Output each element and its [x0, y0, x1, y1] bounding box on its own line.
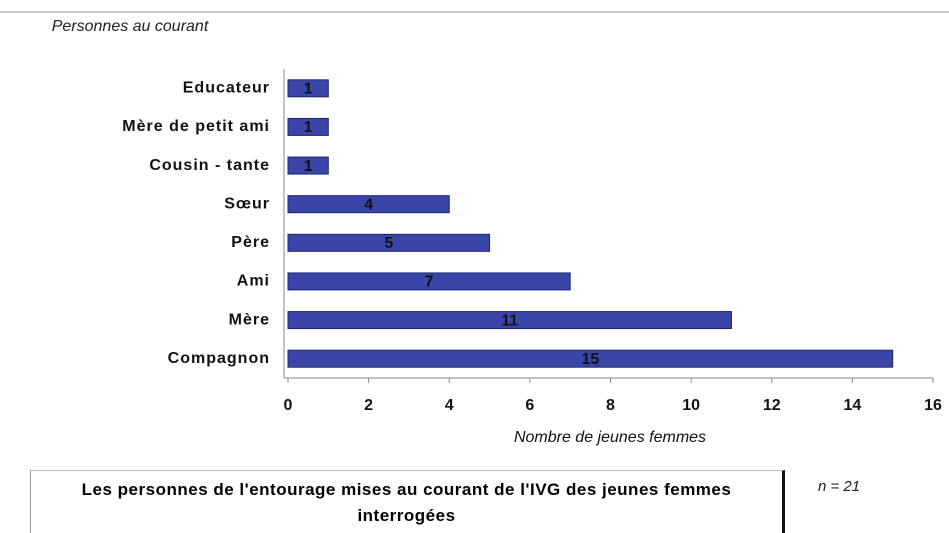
x-tick-label: 6: [525, 397, 534, 414]
bar: [287, 311, 732, 330]
value-label: 1: [304, 81, 313, 98]
value-label: 4: [364, 196, 373, 213]
value-label: 1: [304, 119, 313, 136]
y-tick-label: Compagnon: [168, 350, 270, 367]
x-tick-label: 10: [682, 397, 700, 414]
x-tick-label: 2: [364, 397, 373, 414]
bar: [287, 272, 571, 291]
caption: Les personnes de l'entourage mises au co…: [30, 470, 785, 533]
value-label: 7: [425, 274, 434, 291]
x-axis-title: Nombre de jeunes femmes: [514, 429, 706, 446]
y-tick-label: Sœur: [224, 195, 270, 212]
y-tick-label: Ami: [237, 273, 270, 290]
note: n = 21: [818, 478, 861, 495]
x-tick-label: 4: [445, 397, 454, 414]
value-label: 1: [304, 158, 313, 175]
value-label: 11: [501, 312, 518, 329]
y-tick-label: Mère: [229, 311, 270, 328]
y-axis-title: Personnes au courant: [51, 18, 209, 35]
y-tick-label: Cousin - tante: [149, 157, 270, 174]
bar: [287, 117, 329, 136]
bar: [287, 233, 491, 252]
value-label: 5: [384, 235, 393, 252]
bar: [287, 195, 450, 214]
bar: [287, 349, 894, 368]
x-tick-label: 14: [843, 397, 861, 414]
x-tick-label: 12: [763, 397, 781, 414]
x-tick-label: 0: [284, 397, 293, 414]
y-tick-label: Educateur: [183, 80, 270, 97]
bar: [287, 79, 329, 98]
y-tick-label: Mère de petit ami: [122, 118, 270, 135]
x-tick-label: 8: [606, 397, 615, 414]
y-tick-label: Père: [231, 234, 270, 251]
x-tick-label: 16: [924, 397, 942, 414]
value-label: 15: [581, 351, 599, 368]
bar: [287, 156, 329, 175]
